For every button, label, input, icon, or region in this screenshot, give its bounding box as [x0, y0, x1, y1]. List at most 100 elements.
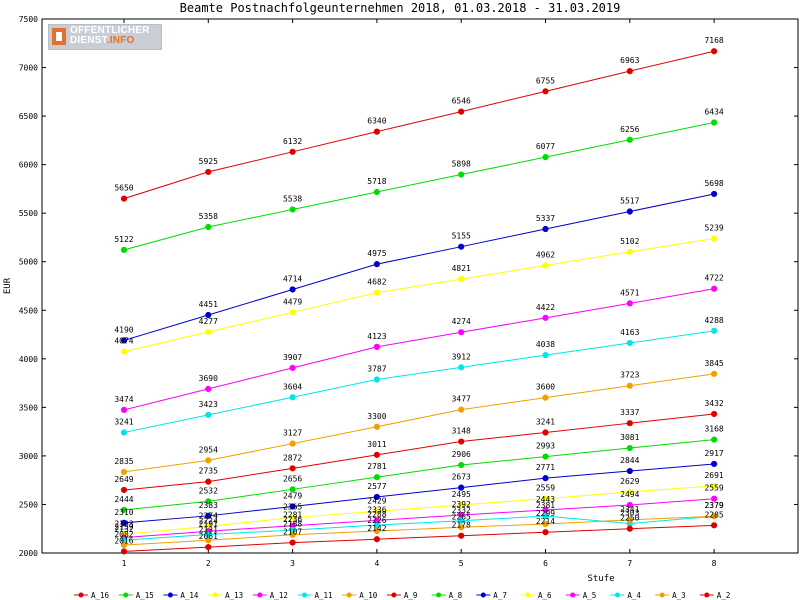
legend-marker-A_14 [167, 592, 173, 598]
data-point-A_16 [458, 108, 465, 115]
data-label-A_14: 4190 [114, 325, 133, 334]
data-label-A_4: 2303 [620, 509, 639, 518]
data-label-A_16: 6755 [536, 76, 555, 85]
data-point-A_10 [373, 423, 380, 430]
data-label-A_13: 4962 [536, 250, 555, 259]
data-label-A_10: 3300 [367, 412, 386, 421]
data-point-A_16 [373, 128, 380, 135]
data-label-A_6: 2365 [283, 503, 302, 512]
series-line-A_15 [123, 122, 715, 251]
data-label-A_4: 2236 [283, 515, 302, 524]
data-label-A_8: 2656 [283, 474, 302, 483]
data-point-A_16 [289, 148, 296, 155]
data-point-A_7 [542, 475, 549, 482]
data-point-A_14 [626, 208, 633, 215]
data-label-A_5: 2281 [283, 511, 302, 520]
data-point-A_13 [711, 235, 718, 242]
data-point-A_10 [289, 440, 296, 447]
legend-label-A_3: A_3 [672, 591, 686, 600]
data-label-A_8: 2781 [367, 462, 386, 471]
x-tick-label: 3 [290, 559, 295, 568]
series-line-A_4 [123, 515, 715, 541]
data-label-A_8: 2444 [114, 495, 133, 504]
data-point-A_2 [626, 525, 633, 532]
data-point-A_15 [542, 154, 549, 161]
data-label-A_15: 5122 [114, 235, 133, 244]
data-label-A_7: 2917 [704, 449, 723, 458]
data-label-A_3: 2341 [620, 505, 639, 514]
data-label-A_12: 4123 [367, 332, 386, 341]
data-point-A_15 [205, 223, 212, 231]
data-label-A_11: 3912 [452, 352, 471, 361]
data-label-A_4: 2379 [704, 501, 723, 510]
data-label-A_5: 2392 [452, 500, 471, 509]
data-point-A_11 [458, 364, 465, 371]
data-label-A_16: 5650 [114, 184, 133, 193]
data-point-A_14 [205, 311, 212, 319]
data-label-A_3: 2265 [452, 512, 471, 521]
data-point-A_6 [711, 482, 718, 490]
data-point-A_10 [626, 382, 633, 389]
series-line-A_12 [123, 288, 715, 411]
data-label-A_2: 2061 [199, 532, 218, 541]
legend-label-A_13: A_13 [225, 591, 243, 600]
data-label-A_2: 2285 [704, 510, 723, 519]
data-point-A_7 [373, 493, 380, 501]
series-line-A_6 [123, 485, 715, 535]
data-label-A_13: 4277 [199, 317, 218, 326]
series-line-A_10 [123, 373, 715, 473]
legend-marker-A_6 [525, 592, 531, 598]
data-point-A_13 [205, 328, 212, 336]
data-label-A_14: 5698 [704, 179, 723, 188]
y-tick-label: 3500 [19, 403, 38, 412]
data-label-A_6: 2629 [620, 477, 639, 486]
data-label-A_7: 2771 [536, 463, 555, 472]
x-tick-label: 7 [627, 559, 632, 568]
data-point-A_10 [542, 394, 549, 401]
data-label-A_15: 5718 [367, 177, 386, 186]
data-point-A_16 [711, 48, 718, 55]
x-tick-label: 8 [712, 559, 717, 568]
data-point-A_14 [542, 225, 549, 233]
data-point-A_14 [120, 337, 128, 344]
data-point-A_4 [542, 512, 549, 520]
data-label-A_11: 3241 [114, 418, 133, 427]
legend-marker-A_7 [480, 592, 486, 598]
data-point-A_12 [542, 314, 549, 321]
legend-marker-A_5 [570, 592, 576, 598]
data-point-A_16 [626, 68, 633, 75]
data-label-A_8: 3081 [620, 433, 639, 442]
data-label-A_14: 4714 [283, 274, 302, 283]
data-point-A_15 [458, 171, 465, 178]
data-label-A_14: 5337 [536, 214, 555, 223]
data-label-A_2: 2250 [620, 514, 639, 523]
data-point-A_11 [711, 327, 718, 334]
data-label-A_4: 2191 [199, 519, 218, 528]
y-tick-label: 2000 [19, 549, 38, 558]
x-tick-label: 6 [543, 559, 548, 568]
data-label-A_10: 2835 [114, 457, 133, 466]
data-point-A_12 [289, 364, 296, 371]
y-tick-label: 4000 [19, 355, 38, 364]
y-tick-label: 7500 [19, 15, 38, 24]
legend-marker-A_13 [212, 592, 218, 598]
data-point-A_16 [120, 195, 128, 202]
data-point-A_6 [458, 501, 465, 509]
y-tick-label: 4500 [19, 306, 38, 315]
data-point-A_11 [626, 339, 633, 347]
data-label-A_9: 3337 [620, 408, 639, 417]
data-point-A_13 [289, 309, 296, 316]
x-tick-label: 5 [459, 559, 464, 568]
data-label-A_12: 4722 [704, 274, 723, 283]
data-point-A_15 [120, 246, 128, 253]
data-label-A_2: 2142 [367, 524, 386, 533]
data-label-A_7: 2577 [367, 482, 386, 491]
data-label-A_3: 2082 [114, 530, 133, 539]
data-point-A_8 [205, 498, 212, 505]
data-point-A_10 [711, 370, 718, 377]
data-point-A_3 [626, 516, 633, 523]
data-label-A_7: 2383 [199, 501, 218, 510]
data-label-A_16: 6546 [452, 97, 471, 106]
data-point-A_4 [373, 521, 380, 529]
